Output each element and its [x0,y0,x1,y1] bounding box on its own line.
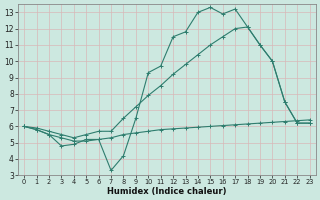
X-axis label: Humidex (Indice chaleur): Humidex (Indice chaleur) [107,187,227,196]
